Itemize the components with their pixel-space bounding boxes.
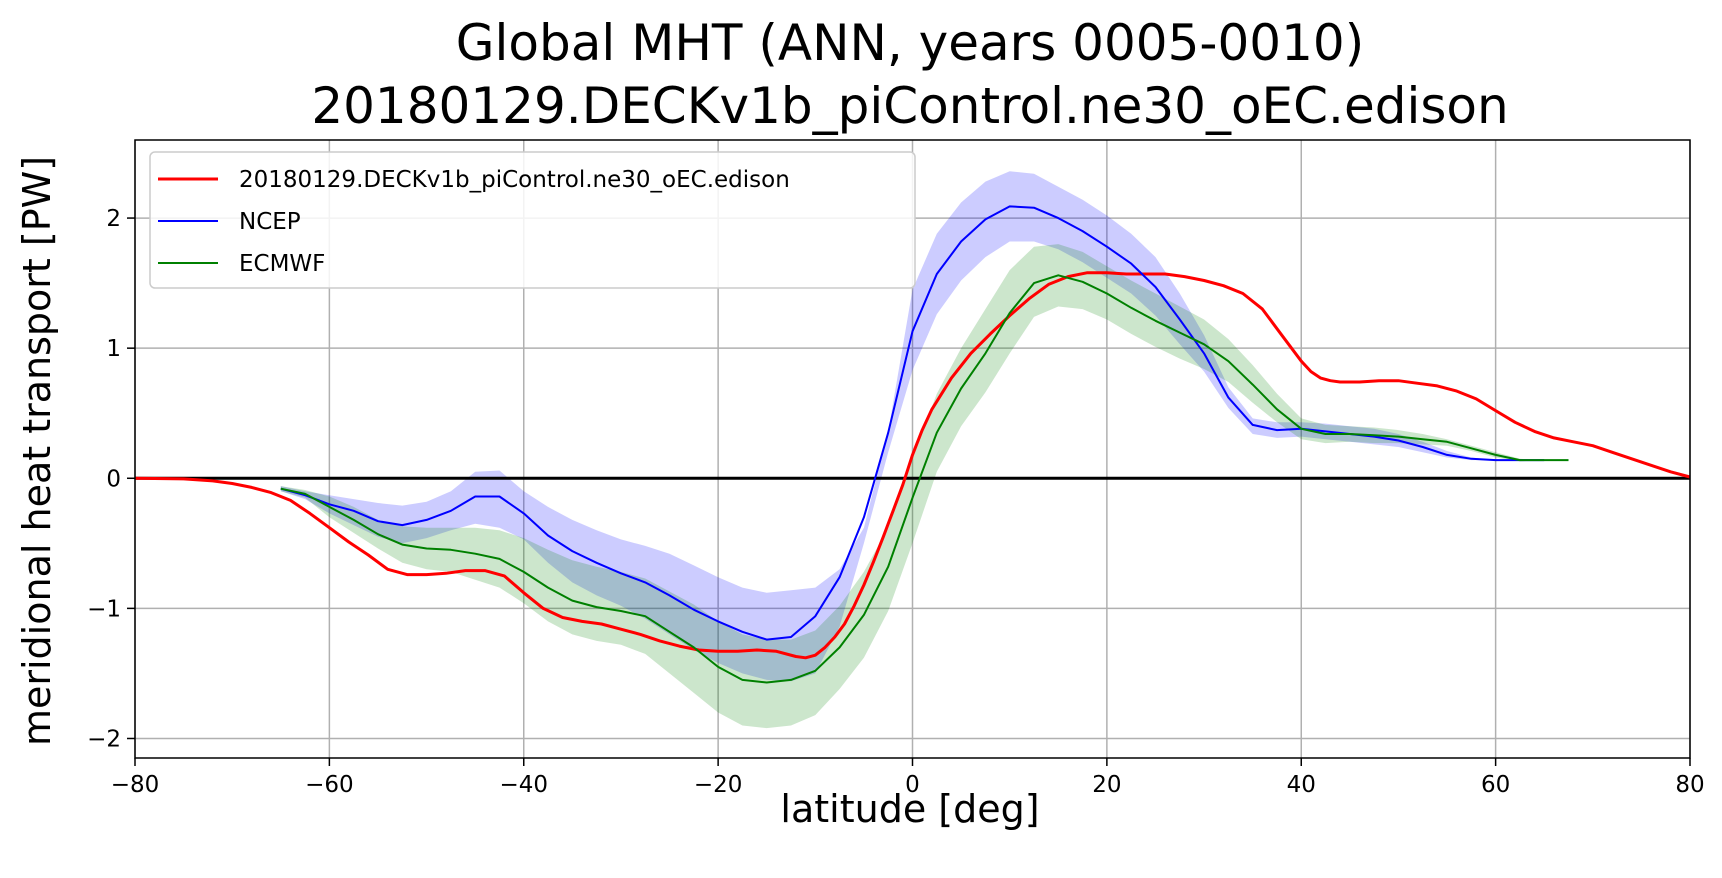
legend: 20180129.DECKv1b_piControl.ne30_oEC.edis… [149, 151, 916, 289]
series-lines [134, 205, 1691, 684]
band-ncep [280, 171, 1545, 682]
series-line-2 [280, 274, 1569, 684]
x-tick-label: 20 [1092, 772, 1121, 798]
x-axis-ticks: −80 −60 −40 −20 0 20 40 60 80 [111, 758, 1705, 798]
series-line-0 [134, 271, 1691, 660]
legend-label: ECMWF [239, 251, 325, 277]
series-line-1 [280, 205, 1545, 641]
y-tick-label: −1 [87, 596, 121, 622]
x-tick-label: −80 [111, 772, 160, 798]
x-tick-label: 40 [1287, 772, 1316, 798]
chart-title-line2: 20180129.DECKv1b_piControl.ne30_oEC.edis… [311, 77, 1508, 135]
y-tick-label: 0 [106, 466, 121, 492]
x-tick-label: −40 [499, 772, 548, 798]
y-tick-label: 1 [106, 336, 121, 362]
y-axis-label: meridional heat transport [PW] [15, 156, 59, 746]
x-tick-label: −20 [694, 772, 743, 798]
y-tick-label: −2 [87, 726, 121, 752]
x-tick-label: 0 [905, 772, 920, 798]
legend-label: NCEP [239, 209, 301, 235]
legend-box [149, 151, 916, 289]
x-tick-label: 80 [1675, 772, 1704, 798]
y-axis-ticks: −2 −1 0 1 2 [87, 206, 135, 752]
y-tick-label: 2 [106, 206, 121, 232]
x-tick-label: 60 [1481, 772, 1510, 798]
x-tick-label: −60 [305, 772, 354, 798]
legend-label: 20180129.DECKv1b_piControl.ne30_oEC.edis… [239, 167, 790, 193]
chart-title-line1: Global MHT (ANN, years 0005-0010) [456, 14, 1364, 72]
x-axis-label: latitude [deg] [780, 787, 1039, 831]
